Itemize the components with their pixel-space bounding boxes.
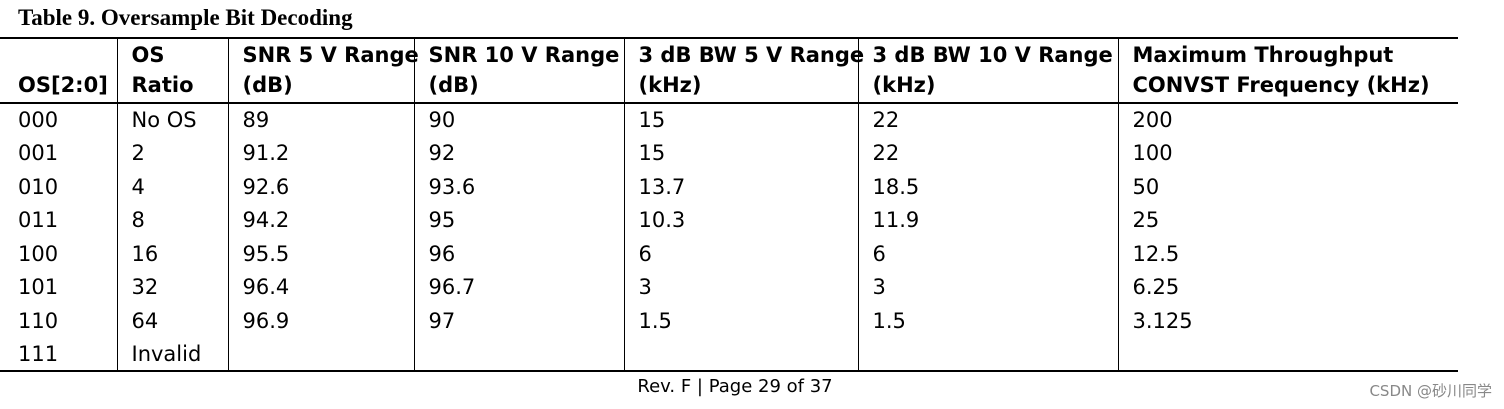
table-cell: Invalid [116,337,228,371]
table-cell: 6 [623,237,858,271]
table-cell: 6.25 [1117,270,1458,304]
header-line: SNR 5 V Range [242,43,419,67]
table-cell: 011 [18,208,59,233]
table-cell: 18.5 [857,170,1118,204]
table-row: 000 No OS 89 90 15 22 200 [0,103,1458,137]
table-cell: 94.2 [227,203,414,237]
table-cell [857,337,1118,371]
table-row: 110 64 96.9 97 1.5 1.5 3.125 [0,304,1458,338]
table-cell: 22 [857,103,1118,137]
table-cell: 25 [1117,203,1458,237]
table-cell: 15 [623,136,858,170]
header-cell: 3 dB BW 10 V Range (kHz) [857,38,1118,103]
header-line: (dB) [428,73,479,97]
table-cell: 22 [857,136,1118,170]
table-title: Table 9. Oversample Bit Decoding [18,5,353,30]
header-line: (kHz) [638,73,702,97]
header-cell: SNR 5 V Range (dB) [227,38,419,103]
header-cell: 3 dB BW 5 V Range (kHz) [623,38,865,103]
table-cell: 200 [1117,103,1458,137]
table-cell: 96.4 [227,270,414,304]
table-cell: 11.9 [857,203,1118,237]
table-cell: 92.6 [227,170,414,204]
table-cell: 12.5 [1117,237,1458,271]
table-cell: 100 [18,241,59,266]
table-row: 001 2 91.2 92 15 22 100 [0,136,1458,170]
table-row: 011 8 94.2 95 10.3 11.9 25 [0,203,1458,237]
header-line: SNR 10 V Range [428,43,620,67]
table-cell: 100 [1117,136,1458,170]
table-cell [413,337,624,371]
table-cell: 010 [18,174,59,199]
table-cell: 1.5 [857,304,1118,338]
table-cell: 93.6 [413,170,624,204]
table-cell: 000 [18,108,59,133]
table-row: 101 32 96.4 96.7 3 3 6.25 [0,270,1458,304]
table-cell: 111 [18,341,59,366]
table-cell: 6 [857,237,1118,271]
table-cell: 3 [857,270,1118,304]
header-cell: SNR 10 V Range (dB) [413,38,624,103]
table-cell: 15 [623,103,858,137]
table-cell [623,337,858,371]
header-line: 3 dB BW 5 V Range [638,43,865,67]
table-cell [1117,337,1458,371]
header-line: (kHz) [872,73,936,97]
table: OS[2:0] OS Ratio SNR 5 V Range (dB) SNR 10 V … [0,37,1458,372]
header-line: (dB) [242,73,293,97]
header-line: Ratio [131,73,194,97]
table-row: 111 Invalid [0,337,1458,371]
table-cell: 2 [116,136,228,170]
watermark: CSDN @砂川同学 [1369,382,1492,400]
table-cell: 91.2 [227,136,414,170]
header-cell: OS[2:0] [0,38,117,103]
page-footer: Rev. F | Page 29 of 37 [637,376,833,397]
table-cell: 3 [623,270,858,304]
table-cell: No OS [116,103,228,137]
table-cell: 13.7 [623,170,858,204]
table-cell: 90 [413,103,624,137]
table-cell: 96.7 [413,270,624,304]
table-row: 100 16 95.5 96 6 6 12.5 [0,237,1458,271]
header-cell: OS Ratio [116,38,228,103]
table-cell: 64 [116,304,228,338]
table-cell: 16 [116,237,228,271]
table-cell: 50 [1117,170,1458,204]
header-line: Maximum Throughput [1132,43,1394,67]
table-cell: 001 [18,141,59,166]
table-cell: 8 [116,203,228,237]
table-cell: 3.125 [1117,304,1458,338]
table-row: 010 4 92.6 93.6 13.7 18.5 50 [0,170,1458,204]
table-body: 000 No OS 89 90 15 22 200 001 2 91.2 92 15 22 100 010 4… [0,103,1458,371]
header-row: OS[2:0] OS Ratio SNR 5 V Range (dB) SNR 10 V … [0,38,1458,103]
table-cell: 96 [413,237,624,271]
table-cell: 101 [18,275,59,300]
table-cell: 96.9 [227,304,414,338]
table-cell: 95.5 [227,237,414,271]
header-line: OS [131,43,165,67]
header-line: CONVST Frequency (kHz) [1132,73,1430,97]
table-cell: 110 [18,308,59,333]
table-cell: 89 [227,103,414,137]
header-line: OS[2:0] [18,73,108,97]
header-line: 3 dB BW 10 V Range [872,43,1113,67]
table-cell: 10.3 [623,203,858,237]
header-cell: Maximum Throughput CONVST Frequency (kHz) [1117,38,1458,103]
table-cell: 1.5 [623,304,858,338]
table-cell: 92 [413,136,624,170]
table-cell: 97 [413,304,624,338]
table-cell: 32 [116,270,228,304]
table-cell: 4 [116,170,228,204]
table-cell: 95 [413,203,624,237]
table-cell [227,337,414,371]
